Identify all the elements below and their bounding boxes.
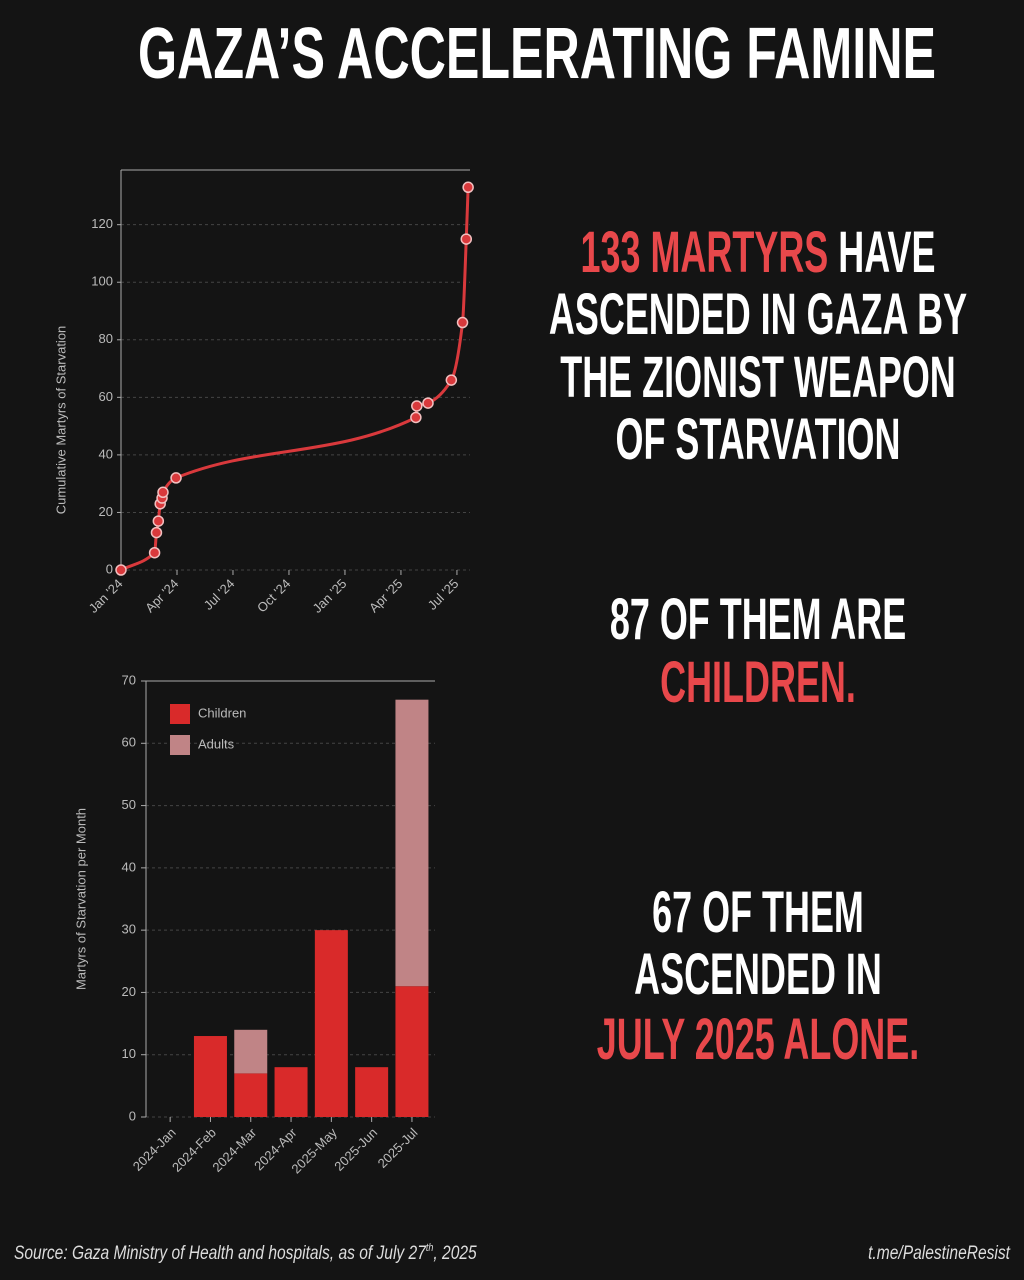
statement-text: JULY 2025 ALONE. bbox=[597, 1007, 919, 1072]
bar-segment bbox=[314, 930, 348, 1117]
statement-line: JULY 2025 ALONE. bbox=[597, 1007, 919, 1072]
point bbox=[411, 400, 423, 412]
point bbox=[148, 546, 161, 559]
statement-line: THE ZIONIST WEAPON bbox=[560, 345, 956, 410]
credit: t.me/PalestineResist bbox=[868, 1242, 1011, 1264]
statement-line: ASCENDED IN bbox=[634, 942, 882, 1007]
source-rest: , 2025 bbox=[433, 1242, 477, 1264]
statement-text: CHILDREN. bbox=[660, 650, 856, 715]
y-tick-label: 60 bbox=[99, 389, 113, 404]
point bbox=[152, 515, 165, 527]
bar-segment bbox=[395, 699, 429, 987]
statement-text: ASCENDED IN bbox=[634, 942, 882, 1007]
point bbox=[462, 181, 474, 194]
point bbox=[150, 526, 163, 539]
statement-text: HAVE bbox=[828, 220, 935, 285]
statement-text: 67 OF THEM bbox=[652, 880, 864, 945]
legend-label: Children bbox=[198, 705, 246, 720]
legend-swatch bbox=[170, 704, 190, 724]
bar-segment bbox=[234, 1073, 268, 1117]
point bbox=[170, 472, 182, 484]
y-tick-label: 40 bbox=[99, 446, 113, 461]
y-tick-label: 10 bbox=[122, 1046, 136, 1061]
y-axis-label: Martyrs of Starvation per Month bbox=[73, 808, 88, 990]
bar-segment bbox=[234, 1029, 268, 1074]
statement-line: 67 OF THEM bbox=[652, 880, 864, 945]
y-tick-label: 20 bbox=[122, 984, 136, 999]
y-tick-label: 0 bbox=[129, 1108, 136, 1123]
legend-swatch bbox=[170, 735, 190, 755]
source-superscript: th bbox=[426, 1242, 434, 1254]
statement-line: OF STARVATION bbox=[616, 407, 901, 472]
bar-segment bbox=[274, 1067, 308, 1117]
point bbox=[422, 397, 434, 409]
statement-text: ASCENDED IN GAZA BY bbox=[549, 282, 967, 347]
statement-text: 133 MARTYRS bbox=[581, 220, 829, 285]
statement-line: ASCENDED IN GAZA BY bbox=[549, 282, 967, 347]
legend-label: Adults bbox=[198, 736, 235, 751]
y-tick-label: 100 bbox=[91, 274, 113, 289]
statement-text: OF STARVATION bbox=[616, 407, 901, 472]
bar-segment bbox=[193, 1036, 227, 1117]
y-tick-label: 30 bbox=[122, 922, 136, 937]
bar-segment bbox=[395, 986, 429, 1117]
y-tick-label: 0 bbox=[106, 561, 113, 576]
statement-line: 133 MARTYRS HAVE bbox=[581, 220, 936, 285]
y-tick-label: 40 bbox=[122, 859, 136, 874]
point bbox=[410, 411, 422, 424]
y-tick-label: 70 bbox=[122, 672, 136, 687]
source-text: Source: Gaza Ministry of Health and hosp… bbox=[14, 1242, 427, 1264]
statement-line: CHILDREN. bbox=[660, 650, 856, 715]
y-tick-label: 20 bbox=[99, 504, 113, 519]
point bbox=[445, 374, 458, 386]
statement-text: 87 OF THEM ARE bbox=[610, 587, 906, 652]
y-axis-label: Cumulative Martyrs of Starvation bbox=[53, 326, 68, 515]
point bbox=[115, 564, 127, 576]
bar-segment bbox=[355, 1067, 389, 1117]
y-tick-label: 120 bbox=[91, 216, 113, 231]
statement-text: THE ZIONIST WEAPON bbox=[560, 345, 956, 410]
source: Source: Gaza Ministry of Health and hosp… bbox=[14, 1242, 477, 1264]
point bbox=[157, 486, 169, 499]
y-tick-label: 80 bbox=[99, 331, 113, 346]
y-tick-label: 60 bbox=[122, 735, 136, 750]
statement-line: 87 OF THEM ARE bbox=[610, 587, 906, 652]
point bbox=[456, 316, 469, 329]
point bbox=[460, 233, 473, 245]
y-tick-label: 50 bbox=[122, 797, 136, 812]
title: GAZA’S ACCELERATING FAMINE bbox=[138, 14, 936, 94]
